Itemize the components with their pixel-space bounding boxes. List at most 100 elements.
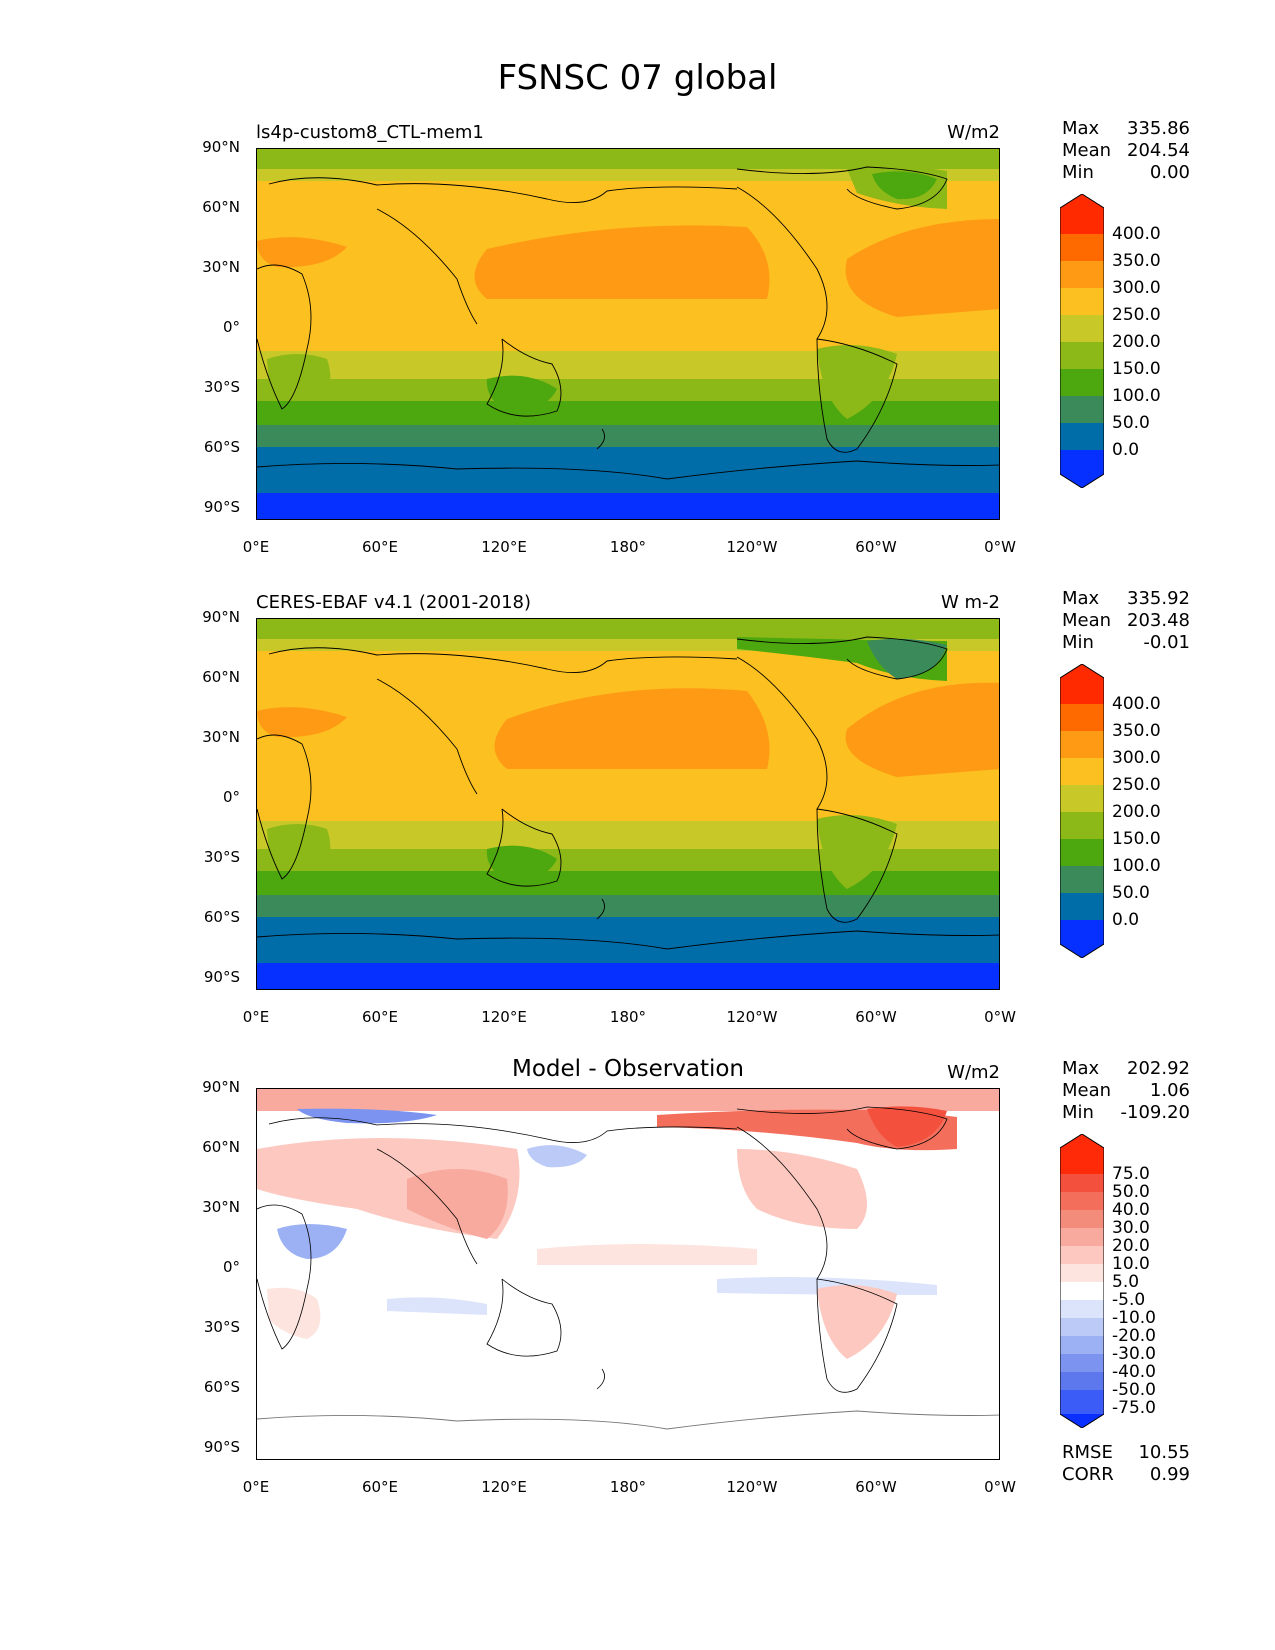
stat-label: Min xyxy=(1062,632,1094,653)
colorbar-label: 5.0 xyxy=(1112,1272,1140,1292)
colorbar-label: 350.0 xyxy=(1112,721,1161,741)
lat-tick-label: 30°S xyxy=(203,378,240,396)
stat-value: 335.92 xyxy=(1127,588,1190,609)
lon-tick-label: 180° xyxy=(609,1008,647,1026)
colorbar-label: 75.0 xyxy=(1112,1164,1150,1184)
lat-tick-label: 90°S xyxy=(203,1438,240,1456)
lon-tick-label: 0°E xyxy=(242,538,270,556)
colorbar xyxy=(1060,194,1104,488)
lat-tick-label: 60°N xyxy=(202,1138,240,1156)
lat-tick-label: 60°N xyxy=(202,668,240,686)
stat-value: 335.86 xyxy=(1127,118,1190,139)
colorbar-label: 40.0 xyxy=(1112,1200,1150,1220)
colorbar-label: 10.0 xyxy=(1112,1254,1150,1274)
panel-difference: Model - Observation W/m2 xyxy=(0,1056,1275,1498)
lon-tick-label: 0°E xyxy=(242,1478,270,1496)
lon-tick-label: 60°W xyxy=(855,538,897,556)
stats-box: Max 335.86 Mean 204.54 Min 0.00 xyxy=(1062,118,1190,184)
lon-tick-label: 120°E xyxy=(481,1478,527,1496)
colorbar-label: 300.0 xyxy=(1112,748,1161,768)
lon-tick-label: 0°W xyxy=(984,1008,1016,1026)
metrics-box: RMSE 10.55 CORR 0.99 xyxy=(1062,1442,1190,1486)
stat-label: Mean xyxy=(1062,610,1112,631)
lon-tick-label: 120°E xyxy=(481,538,527,556)
colorbar-label: 200.0 xyxy=(1112,332,1161,352)
colorbar-label: 100.0 xyxy=(1112,386,1161,406)
colorbar-label: -50.0 xyxy=(1112,1380,1156,1400)
lon-tick-label: 120°W xyxy=(726,1008,778,1026)
colorbar-label: -20.0 xyxy=(1112,1326,1156,1346)
colorbar xyxy=(1060,664,1104,958)
lat-tick-label: 30°S xyxy=(203,848,240,866)
lon-tick-label: 0°W xyxy=(984,538,1016,556)
colorbar-label: 50.0 xyxy=(1112,1182,1150,1202)
colorbar xyxy=(1060,1134,1104,1428)
lat-tick-label: 0° xyxy=(222,318,240,336)
panel-center-title: Model - Observation xyxy=(511,1056,745,1082)
stat-value: -0.01 xyxy=(1143,632,1190,653)
panel-units: W/m2 xyxy=(947,1062,1000,1083)
lat-tick-label: 30°N xyxy=(202,1198,240,1216)
stat-label: Max xyxy=(1062,588,1100,609)
colorbar-label: 50.0 xyxy=(1112,883,1150,903)
stat-value: 202.92 xyxy=(1127,1058,1190,1079)
stats-box: Max 202.92 Mean 1.06 Min -109.20 xyxy=(1062,1058,1190,1124)
colorbar-label: 20.0 xyxy=(1112,1236,1150,1256)
lat-tick-label: 90°N xyxy=(202,138,240,156)
lon-tick-label: 180° xyxy=(609,538,647,556)
observation-map xyxy=(256,618,1000,990)
colorbar-label: 250.0 xyxy=(1112,305,1161,325)
metric-value: 0.99 xyxy=(1149,1464,1190,1485)
lat-tick-label: 60°N xyxy=(202,198,240,216)
figure-title: FSNSC 07 global xyxy=(497,58,778,98)
lon-tick-label: 60°E xyxy=(361,538,399,556)
stat-label: Max xyxy=(1062,1058,1100,1079)
colorbar-label: 400.0 xyxy=(1112,224,1161,244)
lat-tick-label: 60°S xyxy=(203,908,240,926)
colorbar-label: 150.0 xyxy=(1112,359,1161,379)
lon-tick-label: 0°E xyxy=(242,1008,270,1026)
colorbar-label: -75.0 xyxy=(1112,1398,1156,1418)
panel-left-title: ls4p-custom8_CTL-mem1 xyxy=(256,122,484,143)
panel-units: W m-2 xyxy=(940,592,1000,613)
colorbar-label: -40.0 xyxy=(1112,1362,1156,1382)
lat-tick-label: 30°N xyxy=(202,728,240,746)
colorbar-label: 50.0 xyxy=(1112,413,1150,433)
lon-tick-label: 60°E xyxy=(361,1008,399,1026)
colorbar-label: 0.0 xyxy=(1112,910,1140,930)
colorbar-label: 30.0 xyxy=(1112,1218,1150,1238)
stat-value: -109.20 xyxy=(1120,1102,1190,1123)
stat-label: Min xyxy=(1062,162,1094,183)
lon-tick-label: 60°W xyxy=(855,1008,897,1026)
colorbar-label: 150.0 xyxy=(1112,829,1161,849)
metric-label: RMSE xyxy=(1062,1442,1113,1463)
lon-tick-label: 120°W xyxy=(726,1478,778,1496)
stat-label: Min xyxy=(1062,1102,1094,1123)
stat-value: 1.06 xyxy=(1149,1080,1190,1101)
model-field xyxy=(257,149,999,519)
colorbar-label: 350.0 xyxy=(1112,251,1161,271)
stat-value: 204.54 xyxy=(1127,140,1190,161)
panel-units: W/m2 xyxy=(947,122,1000,143)
lat-tick-label: 90°N xyxy=(202,608,240,626)
lon-tick-label: 60°W xyxy=(855,1478,897,1496)
colorbar-label: -10.0 xyxy=(1112,1308,1156,1328)
difference-map xyxy=(256,1088,1000,1460)
lon-tick-label: 120°W xyxy=(726,538,778,556)
colorbar-label: -5.0 xyxy=(1112,1290,1146,1310)
colorbar-label: 250.0 xyxy=(1112,775,1161,795)
stat-value: 0.00 xyxy=(1149,162,1190,183)
panel-observation: CERES-EBAF v4.1 (2001-2018) W m-2 xyxy=(0,588,1275,1028)
stats-box: Max 335.92 Mean 203.48 Min -0.01 xyxy=(1062,588,1190,654)
stat-label: Max xyxy=(1062,118,1100,139)
metric-value: 10.55 xyxy=(1138,1442,1190,1463)
lat-tick-label: 60°S xyxy=(203,438,240,456)
stat-label: Mean xyxy=(1062,140,1112,161)
colorbar-label: 300.0 xyxy=(1112,278,1161,298)
colorbar-label: 100.0 xyxy=(1112,856,1161,876)
lat-tick-label: 0° xyxy=(222,788,240,806)
lat-tick-label: 30°S xyxy=(203,1318,240,1336)
stat-label: Mean xyxy=(1062,1080,1112,1101)
lat-tick-label: 30°N xyxy=(202,258,240,276)
difference-field xyxy=(257,1089,999,1459)
